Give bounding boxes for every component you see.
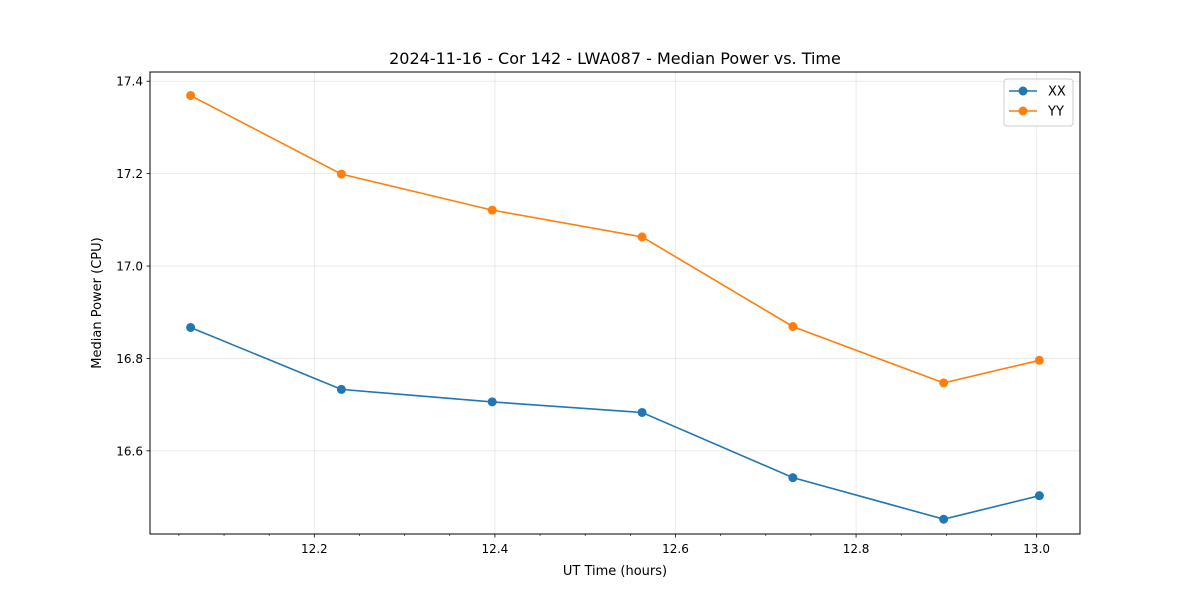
y-tick-label: 17.4: [116, 75, 143, 89]
y-tick-label: 16.8: [116, 352, 143, 366]
data-point-yy: [939, 378, 949, 388]
x-tick-label: 13.0: [1023, 542, 1050, 556]
data-point-yy: [1034, 355, 1044, 365]
plot-frame: [149, 71, 1081, 535]
data-point-xx: [788, 473, 798, 483]
chart-title: 2024-11-16 - Cor 142 - LWA087 - Median P…: [389, 49, 841, 68]
data-point-xx: [336, 384, 346, 394]
data-point-yy: [788, 322, 798, 332]
series-layer: [186, 91, 1044, 524]
axis-ticks: 12.2 12.4 12.6 12.8 13.0 16.6 16.8 17.0 17.2 17.4: [116, 75, 1050, 556]
series-yy: [186, 91, 1044, 388]
legend-marker-xx: [1018, 86, 1028, 96]
data-point-xx: [186, 322, 196, 332]
series-xx: [186, 322, 1044, 524]
data-point-yy: [637, 232, 647, 242]
data-point-yy: [336, 169, 346, 179]
data-point-xx: [1034, 491, 1044, 501]
legend-label-xx: XX: [1048, 85, 1066, 100]
data-point-xx: [939, 514, 949, 524]
data-point-xx: [637, 407, 647, 417]
y-tick-label: 17.0: [116, 260, 143, 274]
y-axis-label: Median Power (CPU): [90, 237, 105, 368]
x-tick-label: 12.6: [662, 542, 689, 556]
x-axis-label: UT Time (hours): [563, 564, 667, 579]
y-tick-label: 17.2: [116, 167, 143, 181]
data-point-yy: [186, 91, 196, 101]
grid-lines: [150, 72, 1080, 534]
x-tick-label: 12.8: [843, 542, 870, 556]
legend: XX YY: [1003, 78, 1074, 127]
y-tick-label: 16.6: [116, 444, 143, 458]
x-tick-label: 12.4: [482, 542, 509, 556]
data-point-yy: [487, 205, 497, 215]
legend-label-yy: YY: [1047, 105, 1064, 120]
data-point-xx: [487, 397, 497, 407]
legend-marker-yy: [1018, 106, 1028, 116]
x-tick-label: 12.2: [301, 542, 328, 556]
